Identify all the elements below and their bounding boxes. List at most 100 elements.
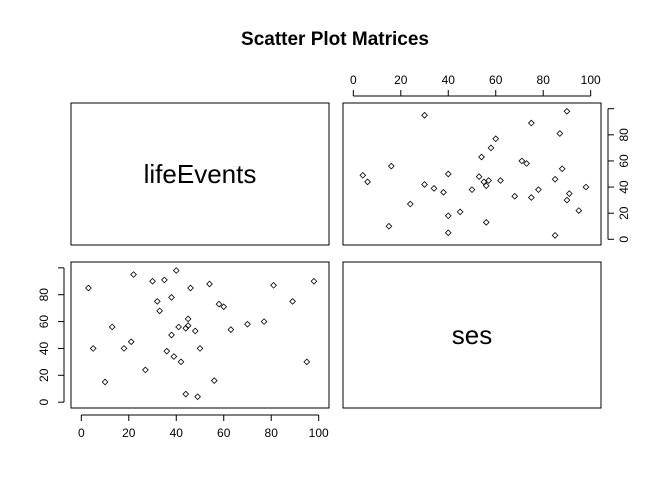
right-y-tick-label: 20 [617, 206, 631, 220]
scatter-point [485, 177, 492, 184]
top-x-tick-label: 60 [489, 73, 503, 87]
scatter-point [406, 200, 414, 208]
bottom-x-tick-label: 80 [265, 426, 279, 440]
scatter-point [563, 196, 571, 204]
scatter-point [444, 229, 452, 237]
right-y-tick-label: 40 [617, 180, 631, 194]
scatter-point [575, 207, 583, 214]
scatter-point [206, 280, 213, 288]
right-y-tick-label: 0 [617, 236, 631, 243]
scatter-point [168, 331, 175, 339]
scatter-point [149, 277, 156, 285]
scatter-point [364, 178, 371, 186]
scatter-point [227, 326, 235, 333]
right-y-tick-label: 60 [617, 154, 631, 168]
scatter-point [194, 393, 201, 401]
scatter-point [142, 366, 149, 374]
scatter-point [182, 390, 190, 398]
scatter-point [153, 298, 161, 305]
left-y-tick-label: 80 [37, 288, 51, 302]
scatter-point [120, 345, 128, 352]
panel-frame-0-0 [70, 102, 330, 246]
scatter-point [444, 170, 452, 178]
scatter-point [551, 232, 559, 239]
scatter-point [558, 165, 566, 173]
scatter-point [184, 315, 192, 323]
scatter-point [527, 119, 535, 127]
bottom-x-tick-label: 100 [309, 426, 329, 440]
panel-frame-0-1 [342, 102, 602, 246]
chart-title: Scatter Plot Matrices [241, 29, 429, 50]
scatter-point [89, 345, 97, 352]
scatter-point [108, 323, 116, 331]
scatter-point [468, 186, 476, 194]
scatter-point [215, 300, 223, 308]
scatter-point [492, 135, 500, 143]
scatter-point [196, 345, 204, 352]
scatter-point [482, 182, 490, 190]
scatter-point [497, 177, 504, 184]
top-x-tick-label: 100 [581, 73, 601, 87]
scatter-point [511, 192, 519, 200]
scatter-point [303, 358, 311, 366]
panel-frame-1-1 [342, 261, 602, 409]
scatter-point [487, 144, 495, 152]
scatter-point [478, 153, 485, 161]
left-y-tick-label: 20 [37, 368, 51, 382]
scatter-point [482, 218, 490, 226]
scatter-point [563, 107, 571, 115]
top-x-tick-label: 0 [350, 73, 357, 87]
top-x-tick-label: 40 [442, 73, 456, 87]
scatter-point [565, 190, 573, 197]
top-x-tick-label: 80 [537, 73, 551, 87]
scatter-point [456, 208, 464, 216]
scatter-point [210, 377, 218, 385]
scatter-point [523, 160, 530, 167]
scatter-point [220, 303, 228, 311]
scatter-point [163, 347, 171, 355]
left-y-tick-label: 60 [37, 315, 51, 329]
scatter-point [191, 327, 199, 335]
scatter-point [130, 271, 137, 278]
right-y-tick-label: 80 [617, 128, 631, 142]
scatter-point [127, 338, 135, 346]
variable-label-lifeEvents: lifeEvents [144, 159, 257, 189]
scatter-point [170, 353, 178, 360]
scatter-point [387, 162, 395, 170]
scatter-point [289, 298, 296, 305]
scatter-point [172, 267, 180, 274]
scatter-point [310, 277, 318, 285]
scatter-point [444, 212, 452, 220]
scatter-point [475, 173, 483, 180]
scatter-point [527, 194, 535, 201]
scatter-point [430, 185, 438, 192]
scatter-point [440, 188, 447, 196]
scatter-point [270, 281, 277, 289]
bottom-x-tick-label: 60 [217, 426, 231, 440]
scatter-point [175, 323, 183, 331]
scatter-point [551, 175, 559, 183]
bottom-x-tick-label: 40 [170, 426, 184, 440]
scatter-point [85, 284, 92, 292]
scatter-point [359, 171, 367, 179]
scatter-point [260, 318, 268, 325]
panel-frame-1-0 [70, 261, 330, 409]
scatter-point [244, 320, 251, 328]
scatter-point [156, 307, 164, 315]
scatter-point [101, 378, 109, 386]
scatter-point [161, 276, 168, 284]
scatter-point [582, 183, 590, 191]
left-y-tick-label: 40 [37, 341, 51, 355]
variable-label-ses: ses [452, 320, 492, 350]
left-y-tick-label: 0 [37, 399, 51, 406]
scatter-point [556, 130, 564, 137]
scatter-point [168, 294, 175, 301]
scatter-point [187, 284, 194, 292]
scatter-point [385, 222, 393, 230]
bottom-x-tick-label: 20 [122, 426, 136, 440]
scatter-point [535, 186, 542, 194]
scatter-point [421, 111, 428, 119]
top-x-tick-label: 20 [394, 73, 408, 87]
scatter-point [518, 157, 526, 165]
